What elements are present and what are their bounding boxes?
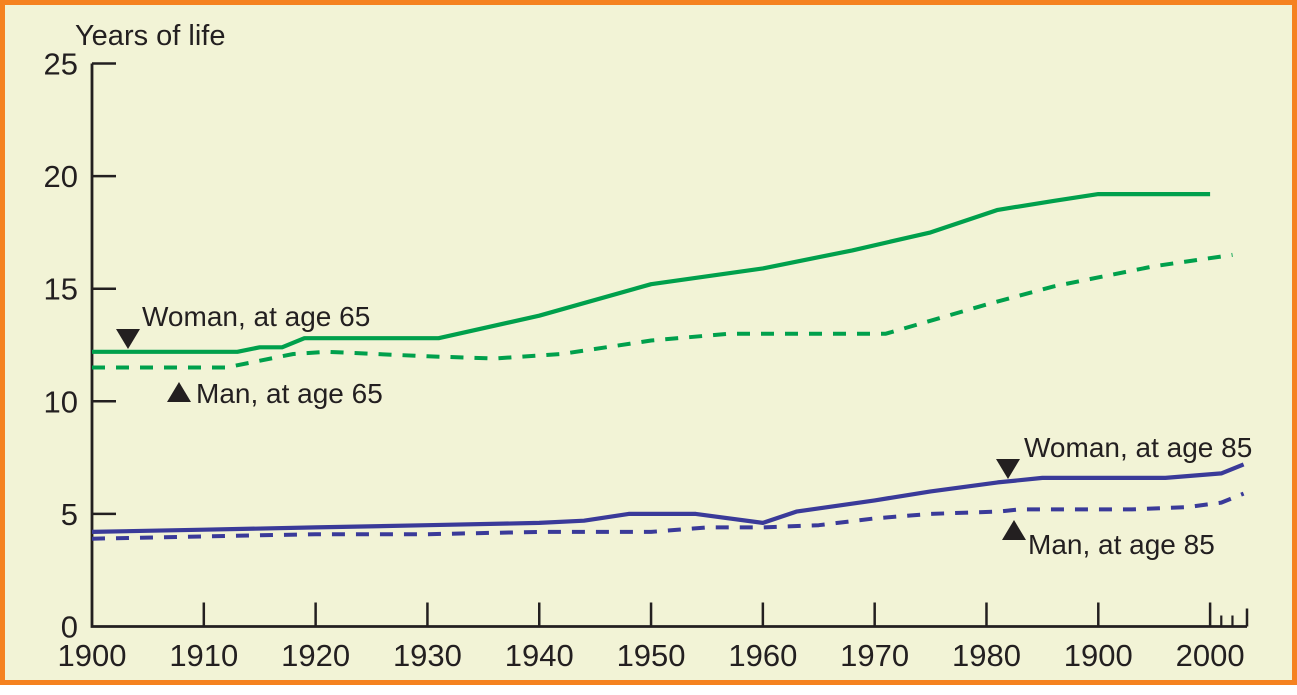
chart-title: Years of life xyxy=(75,20,225,52)
x-tick-label: 1950 xyxy=(617,638,686,673)
annotation-label-woman65: Woman, at age 65 xyxy=(142,301,370,332)
line-chart: Years of life 0 5 10 15 20 25 1900 1910 1920 1930… xyxy=(44,20,1253,673)
x-tick-label: 1900 xyxy=(1064,638,1133,673)
y-tick-label: 0 xyxy=(61,610,78,645)
y-tick-label: 25 xyxy=(44,47,78,82)
triangle-up-icon xyxy=(1002,520,1026,540)
series-line-man-at-age-65 xyxy=(92,252,1233,370)
triangle-down-icon xyxy=(116,329,140,349)
triangle-up-icon xyxy=(167,382,191,402)
x-tick-label: 1900 xyxy=(58,638,127,673)
x-tick-label: 1910 xyxy=(169,638,238,673)
x-tick-label: 1980 xyxy=(952,638,1021,673)
x-tick-label: 1920 xyxy=(281,638,350,673)
series-lines xyxy=(91,192,1245,541)
y-tick-label: 20 xyxy=(44,159,78,194)
x-tick-label: 1940 xyxy=(505,638,574,673)
series-line-woman-at-age-85 xyxy=(91,462,1245,534)
axis-spine xyxy=(90,63,1247,628)
x-tick-label: 2000 xyxy=(1176,638,1245,673)
series-line-woman-at-age-65 xyxy=(92,192,1211,354)
series-line-man-at-age-85 xyxy=(91,491,1245,541)
axes: 0 5 10 15 20 25 1900 1910 1920 1930 1940 1950 1960 19… xyxy=(44,47,1249,673)
x-tick-label: 1960 xyxy=(728,638,797,673)
x-tick-label: 1930 xyxy=(393,638,462,673)
annotation-label-man85: Man, at age 85 xyxy=(1028,529,1215,560)
annotation-label-woman85: Woman, at age 85 xyxy=(1024,432,1252,463)
y-tick-label: 15 xyxy=(44,272,78,307)
y-tick-label: 10 xyxy=(44,384,78,419)
triangle-down-icon xyxy=(996,459,1020,479)
annotations: Woman, at age 65 Man, at age 65 Woman, at … xyxy=(116,301,1252,560)
annotation-label-man65: Man, at age 65 xyxy=(196,378,383,409)
y-tick-label: 5 xyxy=(61,497,78,532)
x-tick-label: 1970 xyxy=(840,638,909,673)
